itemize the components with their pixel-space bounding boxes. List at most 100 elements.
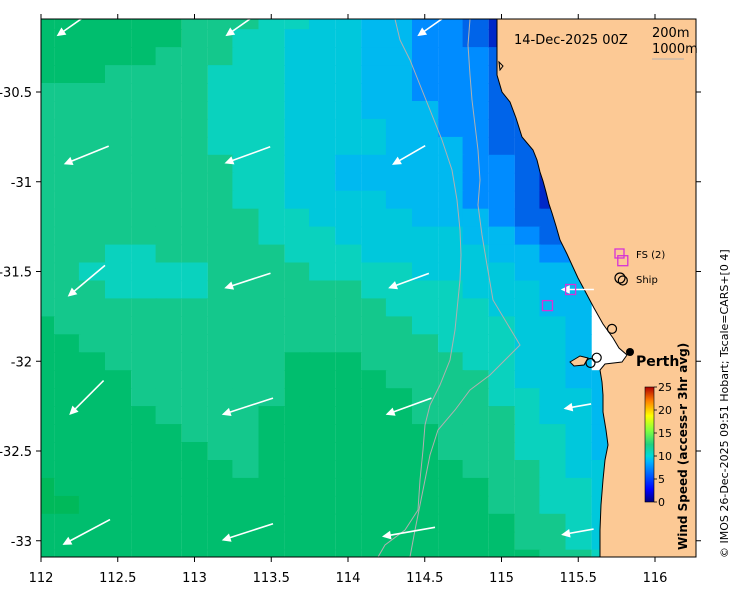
heat-cell xyxy=(41,298,55,317)
heat-cell xyxy=(131,19,158,30)
heat-cell xyxy=(258,495,285,515)
heat-cell xyxy=(78,442,106,461)
heat-cell xyxy=(78,316,106,335)
heat-cell xyxy=(181,154,208,174)
colorbar: 25 20 15 10 5 0 Wind Speed (access-r 3hr avg) xyxy=(644,343,690,550)
heat-cell xyxy=(155,244,182,264)
heat-cell xyxy=(105,280,132,300)
heat-cell xyxy=(438,83,465,102)
heat-cell xyxy=(335,477,362,497)
heat-cell xyxy=(438,406,465,425)
isobath-200m xyxy=(409,19,521,557)
heat-cell xyxy=(309,190,336,210)
heat-cell xyxy=(438,280,465,300)
wind-arrow xyxy=(67,264,106,297)
heat-cell xyxy=(309,280,336,300)
heat-cell xyxy=(41,83,55,102)
heat-cell xyxy=(488,280,515,300)
heat-cell xyxy=(181,19,208,30)
heat-cell xyxy=(539,244,566,264)
heat-cell xyxy=(412,531,439,551)
heat-cell xyxy=(438,495,465,515)
heat-cell xyxy=(155,226,182,246)
contour-legend-1000m: 1000m xyxy=(652,42,698,57)
heat-cell xyxy=(207,280,234,300)
heat-cell xyxy=(361,549,388,557)
heat-cell xyxy=(361,262,388,282)
heat-cell xyxy=(181,460,208,479)
heat-cell xyxy=(488,406,515,425)
heat-cell xyxy=(155,83,182,102)
heat-cell xyxy=(41,65,55,84)
heat-cell xyxy=(462,442,489,461)
heat-cell xyxy=(335,29,362,48)
heat-cell xyxy=(258,262,285,282)
heat-cell xyxy=(155,477,182,497)
y-tick-label: -31.5 xyxy=(0,266,32,281)
x-tick-label: 114 xyxy=(336,571,361,586)
heat-cell xyxy=(41,334,55,353)
heat-cell xyxy=(539,424,566,443)
heat-cell xyxy=(155,495,182,515)
heat-cell xyxy=(335,244,362,264)
heat-cell xyxy=(539,460,566,479)
heat-cell xyxy=(412,442,439,461)
heat-cell xyxy=(54,262,81,282)
heat-cell xyxy=(309,424,336,443)
ship-marker xyxy=(591,352,602,363)
x-tick-label: 113 xyxy=(182,571,207,586)
heat-cell xyxy=(412,83,439,102)
heat-cell xyxy=(385,208,413,228)
heat-cell xyxy=(309,370,336,389)
heat-cell xyxy=(105,424,132,443)
heat-cell xyxy=(131,244,158,264)
heat-cell xyxy=(385,298,413,317)
heat-cell xyxy=(514,154,541,174)
heat-cell xyxy=(565,424,592,443)
heat-cell xyxy=(155,316,182,335)
heat-cell xyxy=(385,531,413,551)
heat-cell xyxy=(514,477,541,497)
heat-cell xyxy=(155,262,182,282)
heat-cell xyxy=(105,118,132,138)
x-tick-label: 112 xyxy=(29,571,54,586)
heat-cell xyxy=(54,47,81,66)
heat-cell xyxy=(258,19,285,30)
heat-cell xyxy=(155,29,182,48)
wind-arrow xyxy=(63,145,109,165)
wind-arrow xyxy=(417,19,444,37)
heat-cell xyxy=(462,280,489,300)
heat-cell xyxy=(385,370,413,389)
x-tick-label: 112.5 xyxy=(99,571,136,586)
heat-cell xyxy=(41,244,55,264)
heat-cell xyxy=(361,226,388,246)
heat-cell xyxy=(232,19,259,30)
heat-cell xyxy=(488,460,515,479)
heat-cell xyxy=(131,47,158,66)
heat-cell xyxy=(385,549,413,557)
heat-cell xyxy=(207,190,234,210)
heat-cell xyxy=(335,19,362,30)
heat-cell xyxy=(54,406,81,425)
credit-text: © IMOS 26-Dec-2025 09:51 Hobart; Tscale=… xyxy=(718,249,731,558)
heat-cell xyxy=(309,298,336,317)
heat-cell xyxy=(335,495,362,515)
heat-cell xyxy=(361,477,388,497)
heat-cell xyxy=(41,262,55,282)
heat-cell xyxy=(105,83,132,102)
heat-cell xyxy=(131,136,158,156)
heat-cell xyxy=(181,190,208,210)
heat-cell xyxy=(232,101,259,120)
heat-cell xyxy=(155,154,182,174)
heat-cell xyxy=(105,172,132,192)
heat-cell xyxy=(361,47,388,66)
heat-cell xyxy=(207,101,234,120)
heat-cell xyxy=(284,549,311,557)
heat-cell xyxy=(258,118,285,138)
heat-cell xyxy=(78,226,106,246)
heat-cell xyxy=(335,424,362,443)
heat-cell xyxy=(284,47,311,66)
heat-cell xyxy=(155,513,182,533)
heat-cell xyxy=(105,190,132,210)
heat-cell xyxy=(105,513,132,533)
